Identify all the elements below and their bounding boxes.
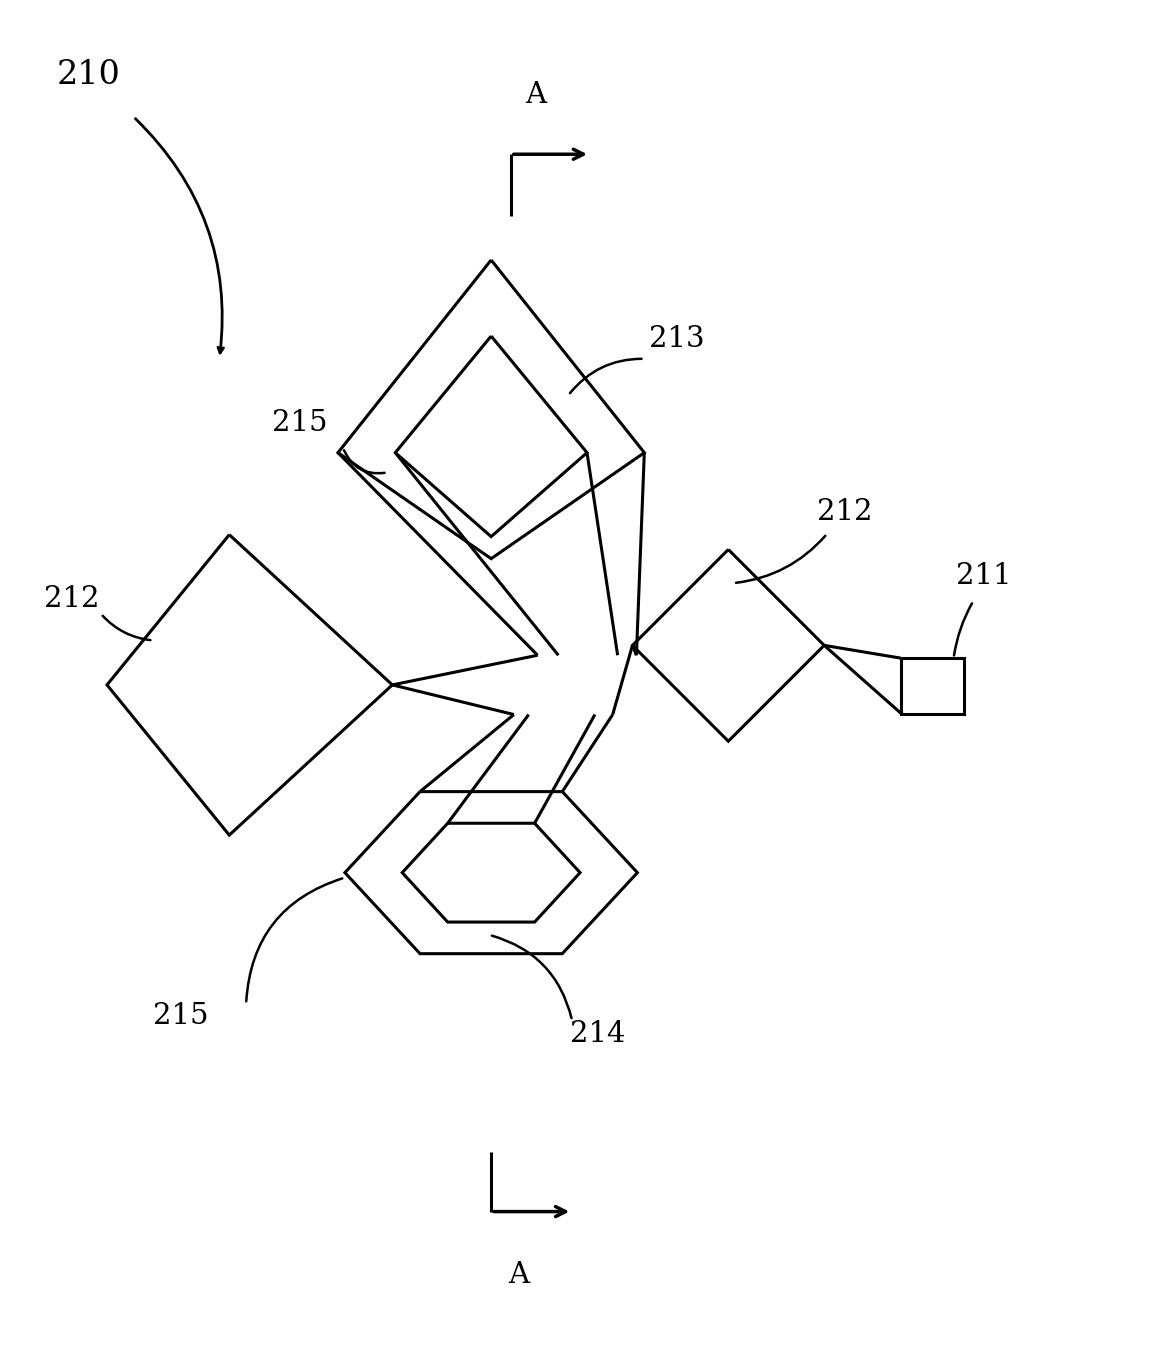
Text: A: A [509, 1261, 530, 1288]
Text: 215: 215 [271, 410, 328, 437]
Text: 210: 210 [56, 59, 120, 91]
Text: A: A [525, 81, 546, 110]
Text: 212: 212 [45, 585, 100, 612]
Text: 213: 213 [650, 324, 705, 353]
Text: 212: 212 [818, 498, 873, 526]
Text: 215: 215 [153, 1002, 209, 1030]
Text: 214: 214 [570, 1019, 626, 1048]
Text: 211: 211 [955, 562, 1012, 591]
